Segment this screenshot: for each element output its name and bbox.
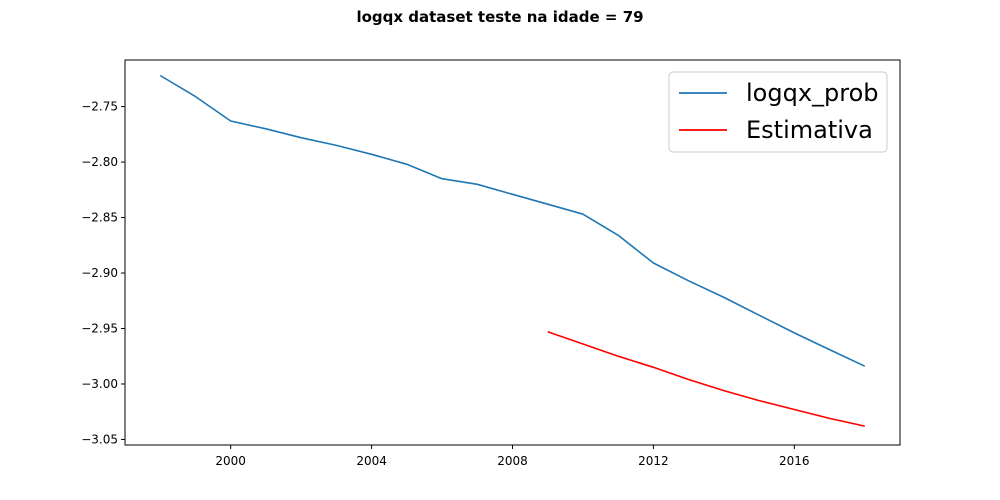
x-tick-label: 2012 [638, 454, 669, 468]
y-tick-label: −2.85 [81, 211, 118, 225]
x-tick-label: 2008 [497, 454, 528, 468]
legend-box [668, 71, 888, 153]
x-tick-label: 2000 [215, 454, 246, 468]
y-tick-label: −3.05 [81, 432, 118, 446]
series-line [159, 74, 866, 367]
x-axis: 2000 2004 2008 2012 2016 [215, 445, 810, 468]
series-line [547, 331, 865, 427]
x-tick-label: 2016 [779, 454, 810, 468]
x-tick-label: 2004 [356, 454, 387, 468]
legend: logqx_prob Estimativa [668, 71, 888, 153]
y-tick-label: −3.00 [81, 377, 118, 391]
chart-title: logqx dataset teste na idade = 79 [356, 8, 643, 26]
legend-label: logqx_prob [746, 79, 879, 107]
series-layer [159, 74, 866, 427]
legend-label: Estimativa [746, 116, 873, 144]
y-tick-label: −2.80 [81, 155, 118, 169]
y-tick-label: −2.75 [81, 100, 118, 114]
y-tick-label: −2.90 [81, 266, 118, 280]
y-tick-label: −2.95 [81, 322, 118, 336]
y-axis: −2.75 −2.80 −2.85 −2.90 −2.95 −3.00 −3.05 [81, 100, 125, 446]
